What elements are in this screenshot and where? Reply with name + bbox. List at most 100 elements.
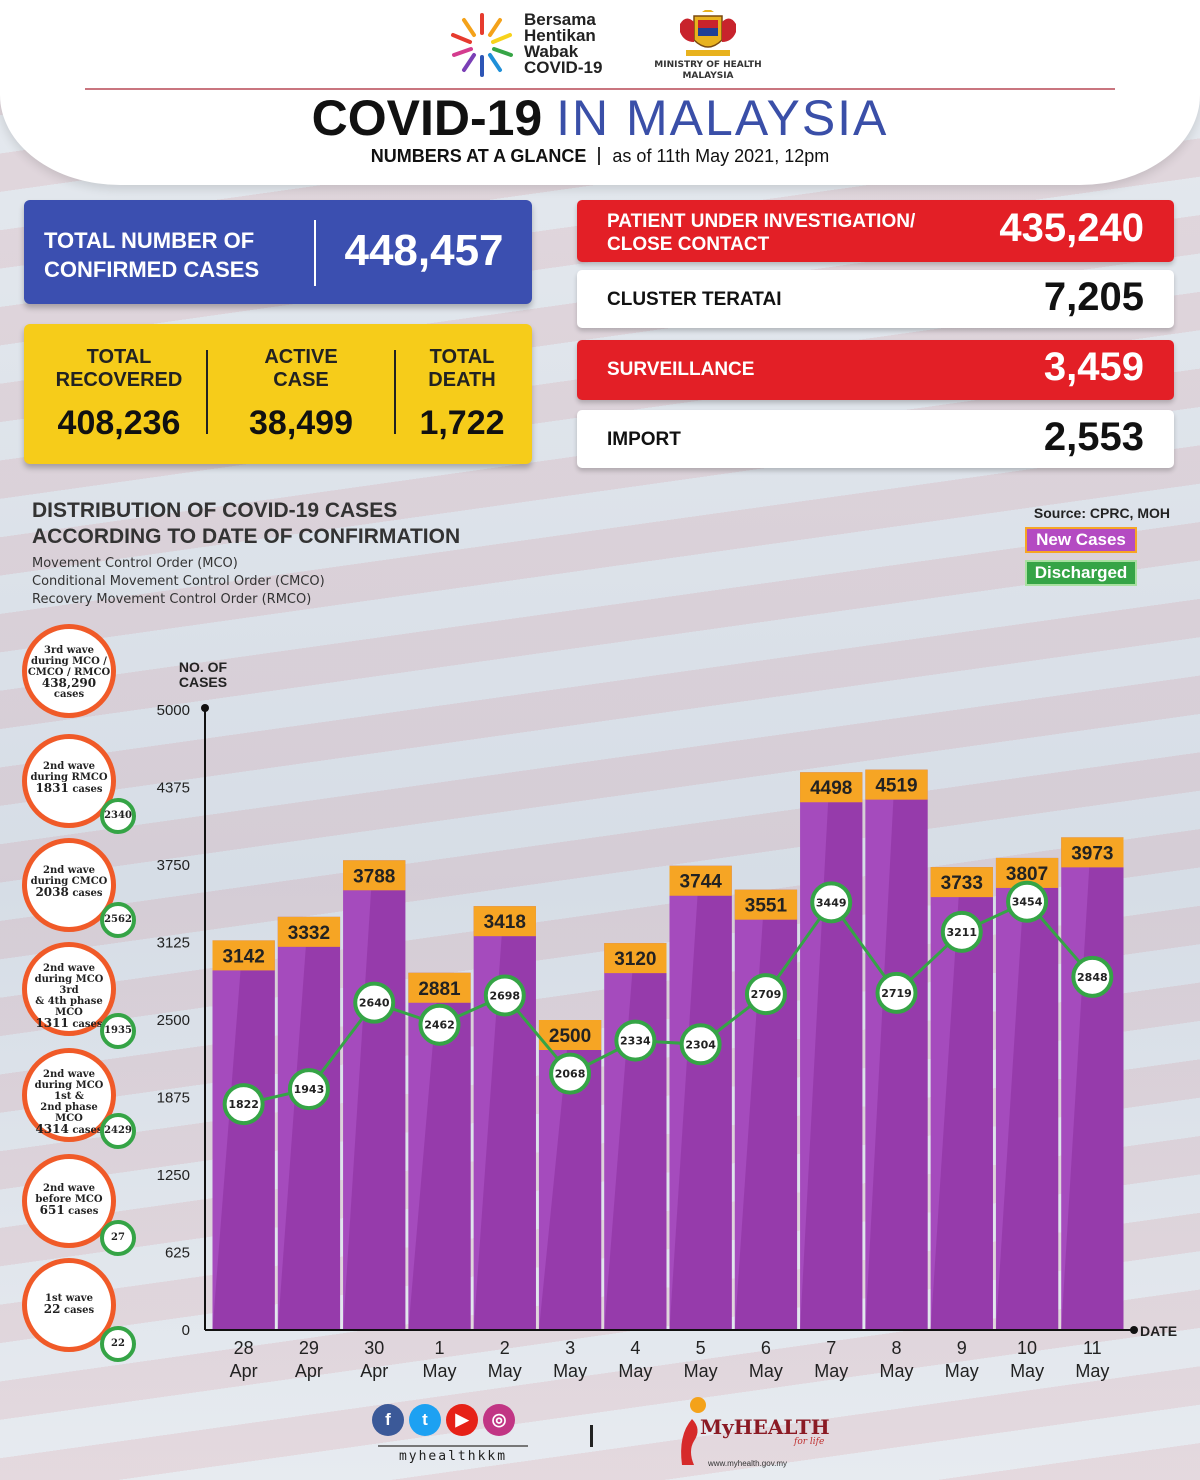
subtitle-separator (598, 147, 601, 165)
bar-value-cap (930, 867, 993, 898)
campaign-line: COVID-19 (524, 58, 603, 77)
wave-unit: cases (53, 689, 85, 700)
wave-badge: 1935 (100, 1013, 136, 1049)
discharged-value-label: 3454 (1012, 896, 1043, 909)
campaign-line: Bersama (524, 10, 596, 29)
confirmed-cases-value: 448,457 (344, 226, 504, 275)
campaign-line: Hentikan (524, 26, 596, 45)
x-tick-month: May (1075, 1361, 1109, 1381)
discharged-point (353, 981, 396, 1024)
y-tick-label: 0 (182, 1322, 190, 1339)
x-tick-month: May (814, 1361, 848, 1381)
bar-value-cap (343, 860, 406, 891)
ministry-name: MINISTRY OF HEALTH MALAYSIA (654, 60, 762, 81)
x-axis-arrow-dot (1130, 1326, 1138, 1334)
chart-notes: Movement Control Order (MCO) Conditional… (32, 555, 432, 609)
surveillance-label: SURVEILLANCE (607, 359, 755, 380)
note-line: Recovery Movement Control Order (RMCO) (32, 592, 312, 607)
y-tick-label: 2500 (157, 1012, 190, 1029)
stat-label: TOTAL (86, 346, 152, 368)
label-line: TOTAL NUMBER OF (44, 228, 255, 253)
x-tick-day: 3 (565, 1338, 575, 1358)
bar-shade (538, 1050, 602, 1330)
wave-line: 2nd wave (43, 865, 95, 876)
y-axis-arrow-dot (201, 704, 209, 712)
x-tick-day: 8 (891, 1338, 901, 1358)
x-tick-day: 9 (957, 1338, 967, 1358)
bar-value-cap (604, 943, 667, 974)
bar-shade (800, 802, 863, 1330)
stat-divider (206, 350, 208, 434)
y-tick-label: 4375 (157, 780, 190, 797)
wave-count: 22 (43, 1302, 61, 1316)
note-line: Conditional Movement Control Order (CMCO… (32, 574, 325, 589)
discharged-point (549, 1052, 592, 1095)
wave-circle: 3rd wave during MCO / CMCO / RMCO 438,29… (22, 624, 116, 718)
campaign-logo-icon (451, 13, 513, 77)
instagram-icon[interactable]: ◎ (483, 1404, 515, 1436)
pui-card: PATIENT UNDER INVESTIGATION/ CLOSE CONTA… (577, 200, 1174, 262)
legend-new-cases: New Cases (1025, 527, 1137, 553)
x-tick-day: 10 (1017, 1338, 1037, 1358)
discharged-point (418, 1003, 461, 1046)
bar-value-label: 4519 (875, 776, 917, 797)
x-tick-month: May (945, 1361, 979, 1381)
wave-line: 2nd wave (43, 1069, 95, 1080)
bar-value-cap (800, 772, 863, 803)
label-line: CLOSE CONTACT (607, 234, 770, 255)
bar-value-label: 3418 (484, 912, 526, 933)
surveillance-card: SURVEILLANCE 3,459 (577, 340, 1174, 400)
wave-line: during MCO 1st & (34, 1080, 104, 1102)
title-bold: COVID-19 (311, 90, 543, 146)
wave-line: 3rd wave (44, 645, 94, 656)
myhealth-tagline: for life (794, 1437, 825, 1447)
discharged-value-label: 1822 (228, 1098, 259, 1111)
y-tick-label: 625 (165, 1245, 190, 1262)
subtitle-bold: NUMBERS AT A GLANCE (370, 146, 587, 166)
x-tick-day: 1 (434, 1338, 444, 1358)
subtitle-date: as of 11th May 2021, 12pm (612, 146, 830, 166)
wave-circle: 2nd wave during MCO 3rd & 4th phase MCO … (22, 942, 116, 1036)
x-tick-month: May (684, 1361, 718, 1381)
wave-count: 2038 (35, 885, 69, 899)
facebook-icon[interactable]: f (372, 1404, 404, 1436)
discharged-point (810, 881, 853, 924)
discharged-value-label: 1943 (294, 1083, 325, 1096)
youtube-icon[interactable]: ▶ (446, 1404, 478, 1436)
x-tick-month: May (879, 1361, 913, 1381)
stat-value: 408,236 (57, 404, 181, 442)
wave-line: during CMCO (30, 876, 108, 887)
death-stat: TOTAL DEATH 1,722 (402, 346, 522, 443)
bar-value-label: 3142 (223, 946, 265, 967)
x-tick-month: Apr (230, 1361, 258, 1381)
discharged-value-label: 2462 (424, 1019, 455, 1032)
wave-badge: 27 (100, 1220, 136, 1256)
x-tick-day: 28 (234, 1338, 254, 1358)
discharged-point (940, 910, 983, 953)
social-handle[interactable]: myhealthkkm (378, 1445, 528, 1464)
social-links: f t ▶ ◎ (372, 1404, 532, 1436)
stat-label: RECOVERED (55, 369, 183, 391)
coat-of-arms-icon (680, 10, 736, 56)
wave-line: 1st wave (45, 1293, 93, 1304)
discharged-value-label: 2640 (359, 997, 390, 1010)
campaign-line: Wabak (524, 42, 579, 61)
discharged-point (1006, 880, 1049, 923)
import-value: 2,553 (1043, 415, 1144, 459)
campaign-text: Bersama Hentikan Wabak COVID-19 (524, 10, 634, 77)
bar-value-label: 3551 (745, 896, 788, 917)
outcome-stats-card: TOTAL RECOVERED 408,236 ACTIVE CASE 38,4… (24, 324, 532, 464)
x-tick-month: May (553, 1361, 587, 1381)
wave-line: before MCO (35, 1194, 103, 1205)
cluster-label: CLUSTER TERATAI (607, 289, 782, 310)
y-tick-label: 3125 (157, 935, 190, 952)
surveillance-value: 3,459 (1043, 345, 1144, 389)
bar-value-cap (865, 769, 928, 800)
header-divider (85, 88, 1115, 90)
discharged-value-label: 2709 (751, 988, 782, 1001)
twitter-icon[interactable]: t (409, 1404, 441, 1436)
myhealth-figure-icon (681, 1397, 706, 1465)
chart-title: DISTRIBUTION OF COVID-19 CASES ACCORDING… (32, 498, 512, 550)
myhealth-url: www.myhealth.gov.my (708, 1459, 787, 1468)
discharged-point (1071, 955, 1114, 998)
